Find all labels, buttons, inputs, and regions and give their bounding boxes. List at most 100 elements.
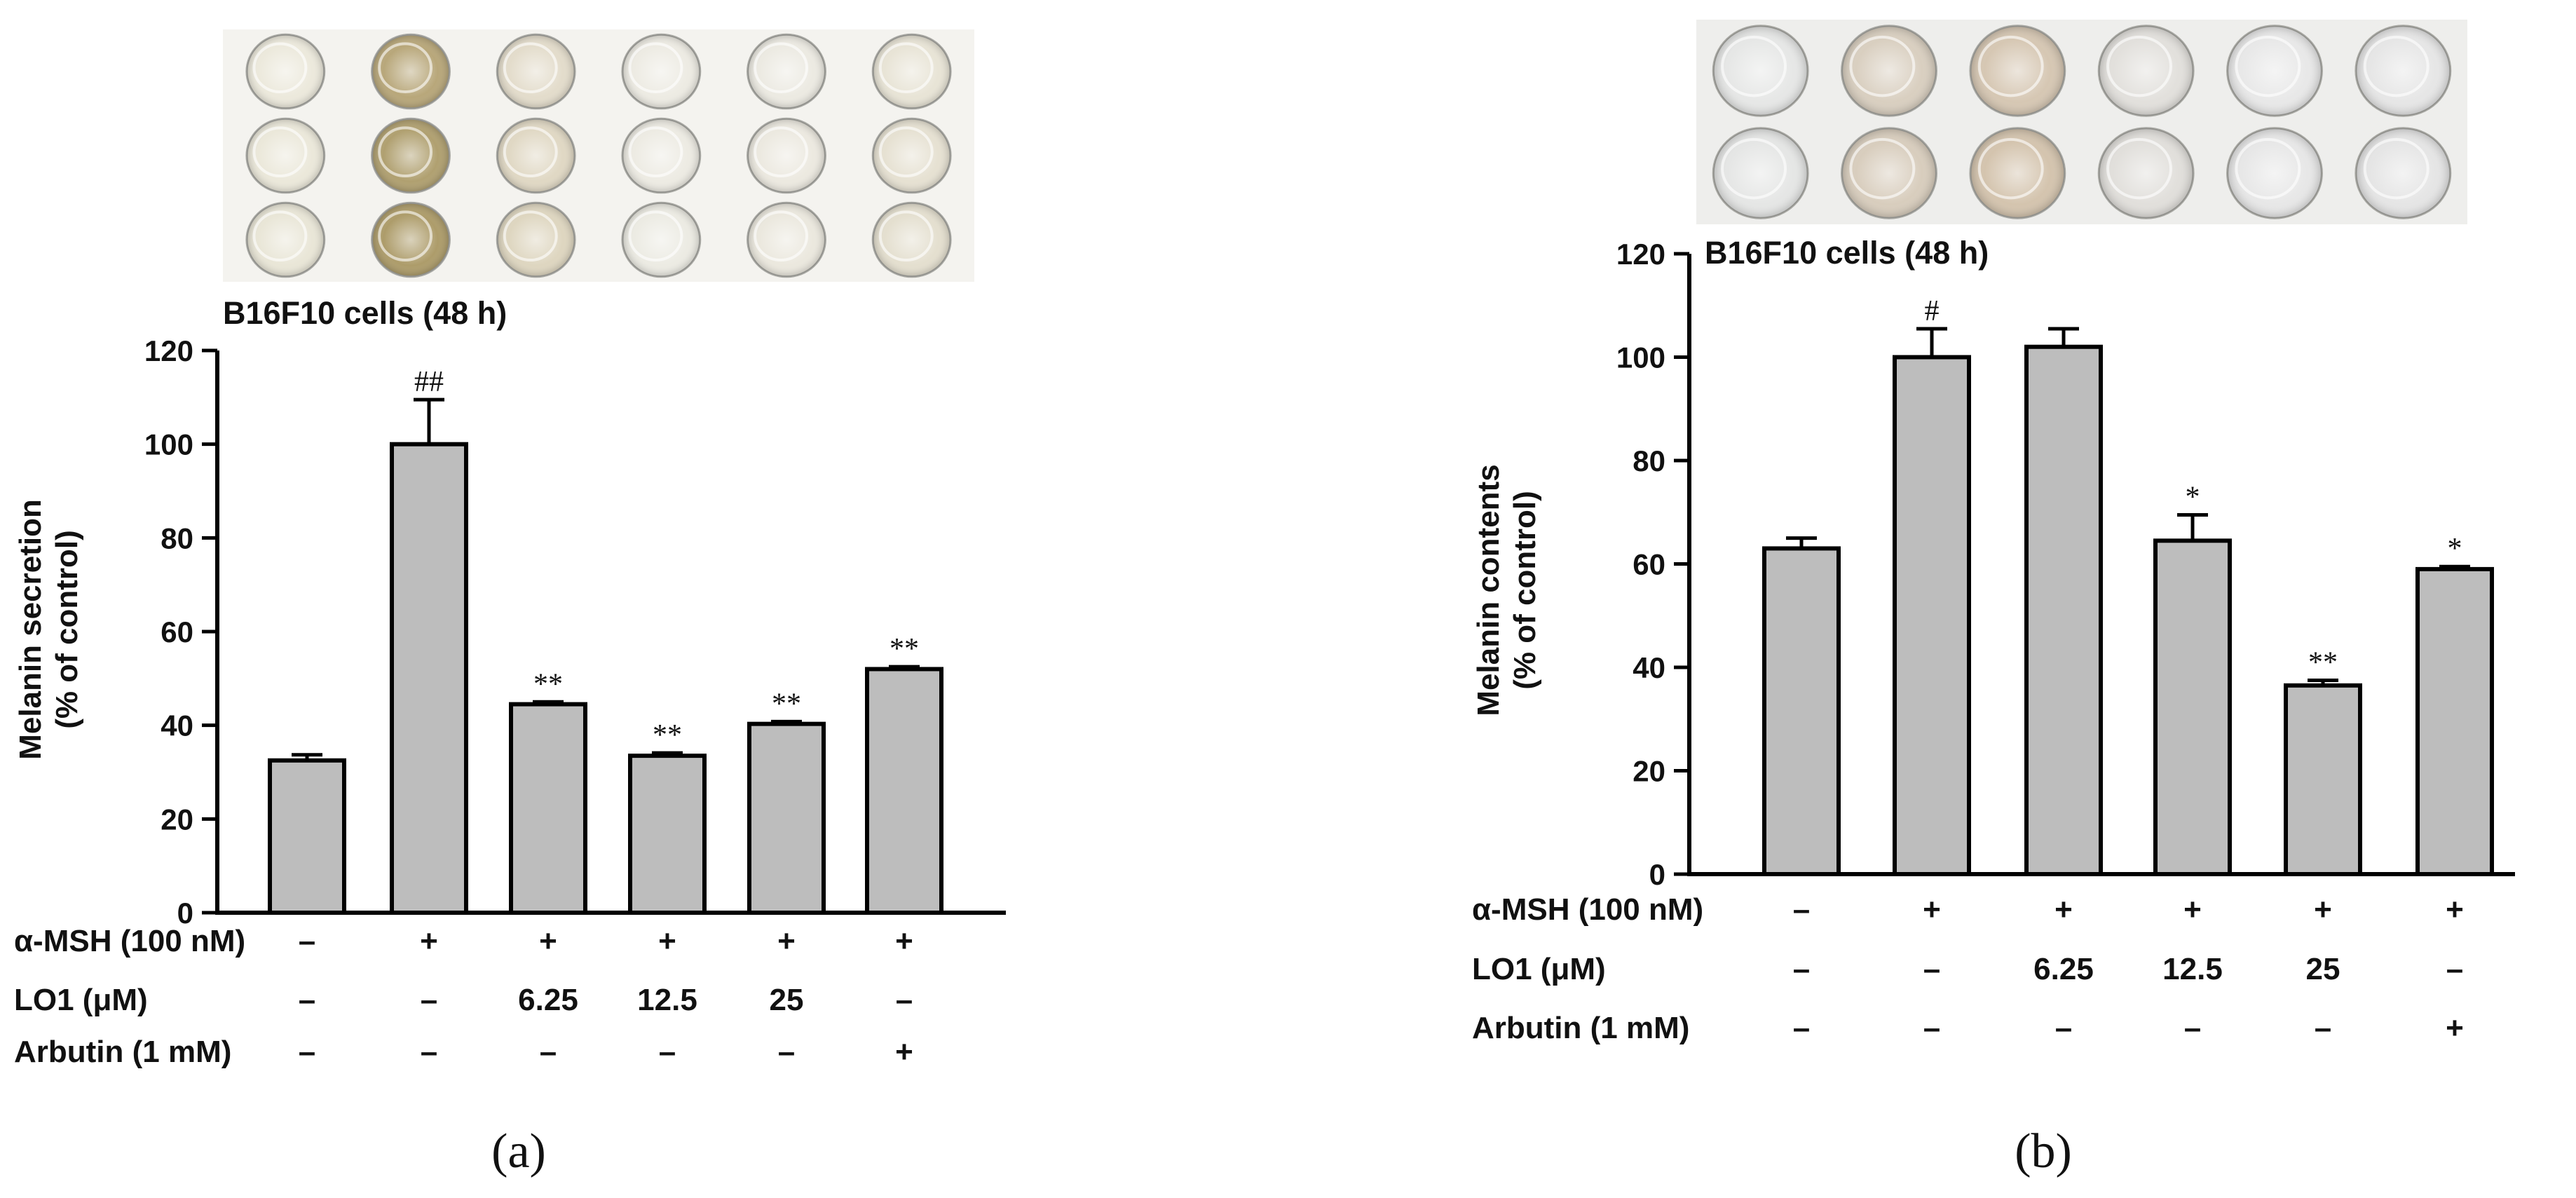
y-axis-title-b: Melanin contents (% of control) [1471, 464, 1542, 716]
well-rim-highlight [252, 42, 308, 94]
bar [2024, 344, 2103, 876]
well-shading [2355, 25, 2451, 116]
well-shading [372, 118, 450, 193]
condition-value: – [1793, 952, 1810, 986]
well-rim-highlight [503, 210, 558, 262]
well-rim-highlight [628, 126, 683, 178]
significance-label: # [1925, 295, 1940, 327]
condition-value: – [540, 1035, 557, 1069]
well-shading [246, 118, 325, 193]
well-rim-highlight [378, 210, 433, 262]
condition-label: Arbutin (1 mM) [14, 1035, 231, 1069]
y-tick-label: 120 [1616, 238, 1665, 271]
condition-value: – [1793, 1011, 1810, 1045]
well-shading [2227, 25, 2322, 116]
significance-label: ** [890, 633, 919, 665]
condition-value: – [299, 983, 315, 1017]
well-rim-highlight [2106, 35, 2172, 97]
well-rim-highlight [503, 126, 558, 178]
condition-table-b: α-MSH (100 nM) – + + + + + LO1 (μM) – – 6.25 12.5 25… [1472, 892, 2464, 1045]
significance-label: * [2186, 481, 2200, 513]
well-shading [873, 203, 951, 277]
condition-value: + [658, 924, 676, 958]
well-rim-highlight [2235, 137, 2301, 200]
well-rim-highlight [754, 126, 809, 178]
y-axis-title-a-line2: (% of control) [50, 530, 84, 729]
condition-value: + [2446, 892, 2464, 927]
well-shading [747, 203, 826, 277]
well-rim-highlight [503, 42, 558, 94]
well-shading [2227, 128, 2322, 219]
y-tick-label: 60 [1633, 548, 1665, 581]
well-plate-photo-b [1696, 20, 2467, 224]
bar [1893, 355, 1971, 876]
chart-title-b: B16F10 cells (48 h) [1705, 235, 1989, 271]
bar [865, 667, 943, 915]
y-tick-label: 40 [161, 709, 193, 742]
y-axis-title-b-line1: Melanin contents [1471, 464, 1506, 716]
panel-a: B16F10 cells (48 h) Melanin secretion (%… [13, 29, 1006, 1178]
well-rim-highlight [1721, 137, 1787, 200]
well-rim-highlight [2235, 35, 2301, 97]
well-rim-highlight [1977, 35, 2044, 97]
condition-value: – [2184, 1011, 2201, 1045]
bar [390, 442, 468, 915]
condition-value: 12.5 [637, 983, 697, 1017]
condition-value: + [895, 924, 913, 958]
well-shading [497, 118, 575, 193]
well-shading [497, 203, 575, 277]
well-rim-highlight [878, 210, 934, 262]
significance-label: ** [772, 688, 801, 720]
well-rim-highlight [878, 42, 934, 94]
condition-value: 25 [2306, 952, 2340, 986]
bar [2415, 566, 2494, 876]
well-shading [2099, 25, 2194, 116]
well-rim-highlight [628, 42, 683, 94]
well-rim-highlight [252, 210, 308, 262]
y-tick-label: 80 [1633, 444, 1665, 477]
y-tick-label: 40 [1633, 651, 1665, 684]
y-axis-title-a-line1: Melanin secretion [13, 499, 48, 760]
photo-background [223, 29, 974, 282]
condition-value: – [1923, 1011, 1940, 1045]
well-shading [622, 203, 700, 277]
condition-value: 6.25 [518, 983, 578, 1017]
condition-value: + [539, 924, 557, 958]
well-shading [1970, 25, 2065, 116]
bar [747, 721, 826, 915]
well-shading [1841, 25, 1937, 116]
bar-plot-a: 0 20 40 60 80 100 120 ## ** ** ** ** [144, 334, 1006, 930]
well-shading [622, 118, 700, 193]
well-shading [1713, 128, 1808, 219]
well-rim-highlight [2363, 35, 2430, 97]
well-rim-highlight [252, 126, 308, 178]
significance-label: ** [2308, 646, 2338, 679]
well-rim-highlight [628, 210, 683, 262]
condition-label: Arbutin (1 mM) [1472, 1011, 1689, 1045]
y-tick-label: 0 [1649, 858, 1665, 891]
significance-label: ** [533, 668, 563, 700]
well-rim-highlight [378, 126, 433, 178]
condition-value: – [421, 1035, 437, 1069]
y-tick-label: 20 [1633, 755, 1665, 788]
y-tick-label: 100 [144, 428, 193, 461]
panel-b: B16F10 cells (48 h) Melanin contents (% … [1471, 20, 2515, 1178]
condition-value: – [2055, 1011, 2072, 1045]
panel-label-a: (a) [491, 1124, 546, 1178]
condition-value: + [420, 924, 438, 958]
condition-value: 6.25 [2033, 952, 2094, 986]
condition-value: 25 [770, 983, 804, 1017]
condition-value: + [2054, 892, 2073, 927]
y-tick-label: 100 [1616, 341, 1665, 374]
condition-value: – [778, 1035, 795, 1069]
significance-label: ** [653, 719, 682, 751]
well-shading [1970, 128, 2065, 219]
y-axis-title-b-line2: (% of control) [1508, 491, 1542, 690]
well-shading [372, 34, 450, 109]
condition-label: LO1 (μM) [14, 983, 148, 1017]
y-tick-label: 0 [177, 897, 193, 930]
condition-value: + [2183, 892, 2202, 927]
condition-value: – [896, 983, 913, 1017]
